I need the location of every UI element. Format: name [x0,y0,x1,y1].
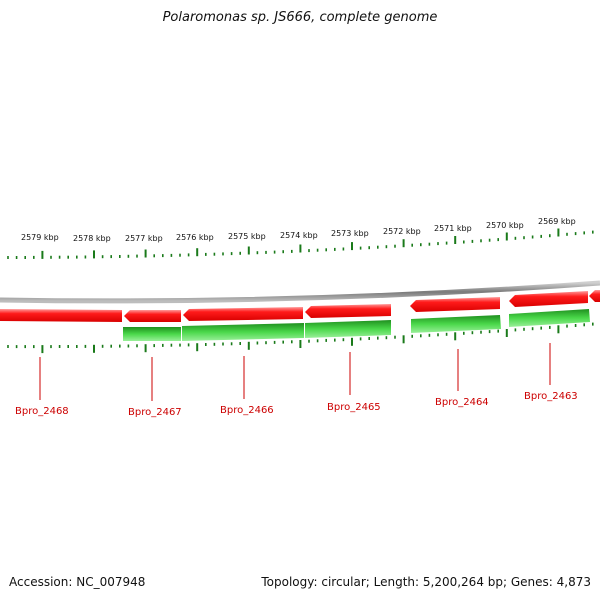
gene-label[interactable]: Bpro_2463 [524,391,578,402]
gene-arrow-forward[interactable] [182,323,304,341]
forward-strand-genes [123,309,590,341]
map-title: Polaromonas sp. JS666, complete genome [162,10,438,25]
scale-label: 2575 kbp [228,232,266,241]
gene-arrow-reverse[interactable] [183,307,303,321]
gene-arrow-reverse[interactable] [124,310,181,322]
scale-label: 2571 kbp [434,224,472,233]
gene-label[interactable]: Bpro_2468 [15,406,69,417]
gene-label-leaders [39,343,551,401]
scale-label: 2573 kbp [331,229,369,238]
gene-arrow-reverse[interactable] [589,290,600,302]
gene-label[interactable]: Bpro_2465 [327,402,381,413]
upper-scale-ticks [7,228,594,259]
gene-labels: Bpro_2468 Bpro_2467 Bpro_2466 Bpro_2465 … [15,391,578,418]
scale-label: 2578 kbp [73,234,111,243]
gene-arrow-reverse[interactable] [0,309,122,322]
gene-arrow-reverse[interactable] [305,304,391,318]
reverse-strand-genes [0,290,600,322]
scale-label: 2569 kbp [538,217,576,226]
gene-label[interactable]: Bpro_2464 [435,397,489,408]
scale-label: 2570 kbp [486,221,524,230]
scale-label: 2576 kbp [176,233,214,242]
gene-arrow-forward[interactable] [123,327,181,341]
genome-backbone [0,280,600,304]
gene-arrow-reverse[interactable] [509,291,588,307]
scale-label: 2574 kbp [280,231,318,240]
gene-arrow-reverse[interactable] [410,297,500,312]
gene-label[interactable]: Bpro_2466 [220,405,274,416]
lower-scale-ticks [7,322,594,354]
genome-summary-text: Topology: circular; Length: 5,200,264 bp… [261,575,591,589]
scale-label: 2579 kbp [21,233,59,242]
accession-text: Accession: NC_007948 [9,575,146,589]
gene-arrow-forward[interactable] [305,320,391,338]
scale-label: 2577 kbp [125,234,163,243]
gene-arrow-forward[interactable] [411,315,501,333]
gene-label[interactable]: Bpro_2467 [128,407,182,418]
gene-arrow-forward[interactable] [509,309,590,327]
scale-label: 2572 kbp [383,227,421,236]
scale-labels: 2579 kbp 2578 kbp 2577 kbp 2576 kbp 2575… [21,217,576,243]
